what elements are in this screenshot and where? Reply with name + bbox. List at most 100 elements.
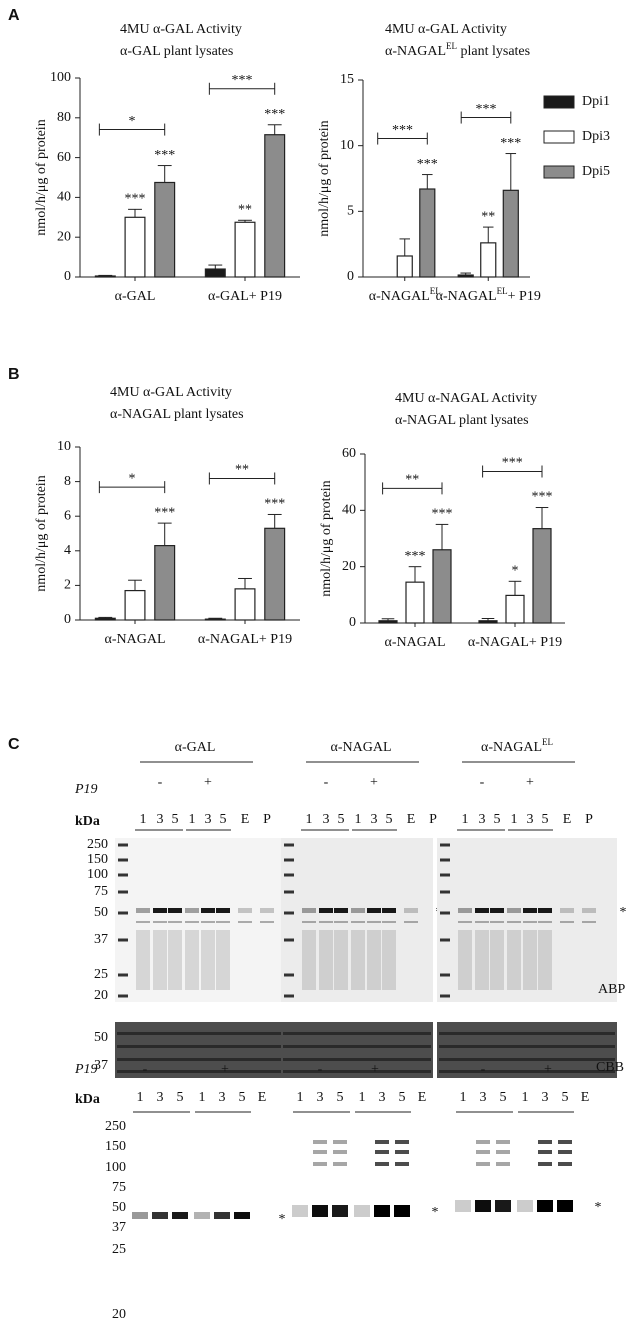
- band: [458, 908, 472, 913]
- bar: [432, 549, 452, 624]
- p19-minus: -: [318, 1062, 323, 1077]
- bar: [234, 221, 256, 278]
- chart-subtitle: α-NAGAL plant lysates: [395, 413, 529, 428]
- band: [185, 908, 199, 913]
- band: [238, 908, 252, 913]
- hmw-band: [558, 1150, 572, 1154]
- hmw-band: [333, 1150, 347, 1154]
- gel: [437, 838, 617, 1002]
- marker-label: 75: [112, 1180, 126, 1195]
- band: [302, 908, 316, 913]
- lane-label: E: [418, 1090, 427, 1105]
- hmw-band: [538, 1150, 552, 1154]
- y-tick-label: 5: [347, 204, 354, 219]
- smear: [382, 930, 396, 990]
- bar: [154, 181, 176, 278]
- marker-label: 25: [112, 1242, 126, 1257]
- chart-subtitle-part: EL: [446, 41, 457, 51]
- smear: [168, 930, 182, 990]
- cbb-band: [439, 1045, 615, 1048]
- chart-subtitle: α-GAL plant lysates: [120, 44, 233, 59]
- p19-plus: +: [370, 775, 378, 790]
- x-tick-label-part: EL: [430, 286, 441, 296]
- cbb-band: [117, 1045, 293, 1048]
- band: [367, 908, 381, 913]
- hmw-band: [395, 1150, 409, 1154]
- marker-label: 250: [105, 1119, 126, 1134]
- band: [382, 921, 396, 923]
- cbb-strip: [437, 1022, 617, 1078]
- lane-label: 3: [371, 812, 378, 827]
- lane-label: 1: [460, 1090, 467, 1105]
- band: [334, 908, 348, 913]
- band-star: *: [432, 1205, 439, 1220]
- marker-label: 150: [105, 1139, 126, 1154]
- kda-label: kDa: [75, 814, 100, 829]
- bar: [124, 589, 146, 621]
- legend-label: Dpi3: [582, 129, 610, 144]
- band: [557, 1200, 573, 1212]
- significance-label: **: [481, 209, 495, 224]
- cbb-band: [439, 1070, 615, 1073]
- lane-label: 3: [317, 1090, 324, 1105]
- lane-label: 1: [297, 1090, 304, 1105]
- gel-title-part: EL: [542, 737, 553, 747]
- y-tick-label: 40: [57, 190, 71, 205]
- hmw-band: [395, 1162, 409, 1166]
- cbb-band: [117, 1070, 293, 1073]
- band: [194, 1212, 210, 1219]
- y-axis-label: nmol/h/μg of protein: [319, 480, 334, 596]
- ladder-band: [284, 858, 294, 862]
- lane-label: 3: [479, 812, 486, 827]
- lane-label: 1: [511, 812, 518, 827]
- marker-label: 50: [94, 1030, 108, 1045]
- ladder-band: [284, 843, 294, 847]
- lane-label: E: [241, 812, 250, 827]
- significance-label: ***: [405, 549, 426, 564]
- significance-label: ***: [532, 490, 553, 505]
- significance-label: ***: [500, 136, 521, 151]
- p19-plus: +: [221, 1062, 229, 1077]
- cbb-band: [283, 1045, 431, 1048]
- band: [394, 1205, 410, 1217]
- ladder-band: [118, 911, 128, 915]
- band: [404, 908, 418, 913]
- y-tick-label: 40: [342, 503, 356, 518]
- hmw-band: [313, 1150, 327, 1154]
- cbb-band: [117, 1032, 293, 1035]
- band: [354, 1205, 370, 1217]
- band: [404, 921, 418, 923]
- ladder-band: [440, 890, 450, 894]
- p19-plus: +: [526, 775, 534, 790]
- band: [260, 921, 274, 923]
- lane-label: 3: [157, 812, 164, 827]
- chart-subtitle-part: α-NAGAL: [385, 44, 446, 59]
- lane-label: 5: [220, 812, 227, 827]
- x-tick-label: α-GAL: [115, 289, 156, 304]
- significance-label: ***: [154, 505, 175, 520]
- y-tick-label: 80: [57, 110, 71, 125]
- y-tick-label: 60: [342, 446, 356, 461]
- smear: [334, 930, 348, 990]
- gel-title-part: α-NAGAL: [481, 740, 542, 755]
- hmw-band: [496, 1150, 510, 1154]
- lane-label: 3: [542, 1090, 549, 1105]
- cbb-strip: [115, 1022, 295, 1078]
- band: [302, 921, 316, 923]
- marker-label: 50: [112, 1200, 126, 1215]
- gel: [115, 838, 295, 1002]
- ladder-band: [118, 938, 128, 942]
- ladder-band: [440, 873, 450, 877]
- chart-subtitle: α-NAGALEL plant lysates: [385, 41, 530, 59]
- ladder-band: [440, 858, 450, 862]
- cbb-label: CBB: [596, 1060, 624, 1075]
- smear: [201, 930, 215, 990]
- ladder-band: [284, 994, 294, 998]
- ladder-band: [118, 873, 128, 877]
- hmw-band: [375, 1150, 389, 1154]
- ladder-band: [118, 994, 128, 998]
- p19-minus: -: [143, 1062, 148, 1077]
- y-tick-label: 4: [64, 543, 71, 558]
- band: [136, 921, 150, 923]
